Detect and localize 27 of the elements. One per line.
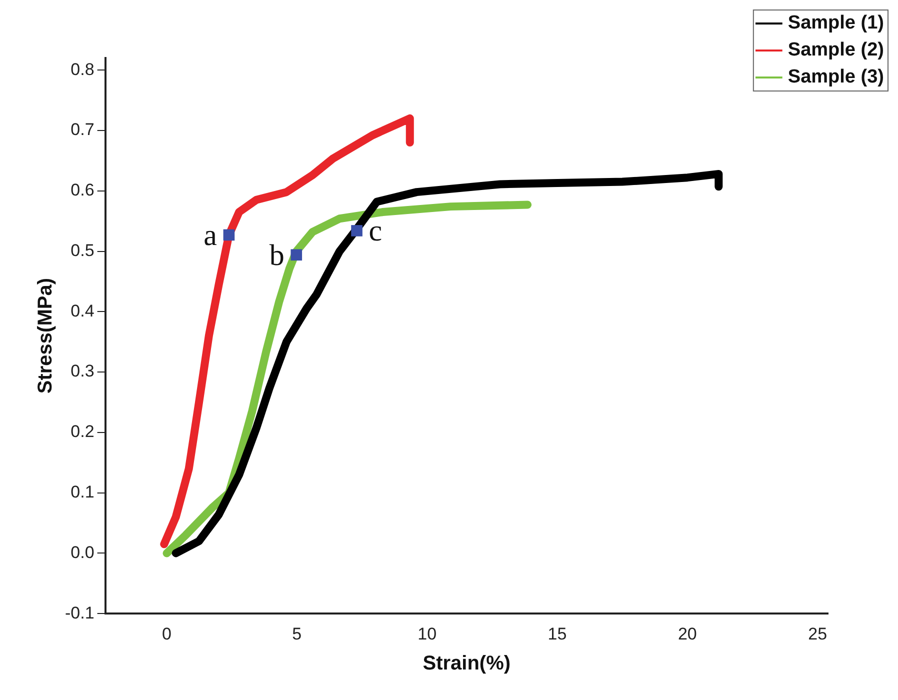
x-tick-label: 15 [548, 624, 567, 644]
annotation: b [269, 238, 284, 272]
y-tick-label: 0.4 [70, 301, 94, 320]
x-tick-label: 5 [292, 624, 302, 644]
x-tick-label: 20 [678, 624, 697, 644]
y-tick-label: -0.1 [64, 603, 94, 622]
y-tick-label: 0.1 [70, 482, 94, 502]
point [290, 249, 302, 261]
y-axis-title: Stress(MPa) [34, 278, 57, 394]
y-tick-label: 0.3 [70, 362, 94, 381]
annotation: c [368, 214, 382, 248]
y-tick-label: 0.7 [70, 120, 94, 140]
legend-label: Sample (2) [788, 40, 884, 61]
y-tick-label: 0.5 [70, 240, 94, 260]
annotation: a [204, 218, 217, 252]
legend-label: Sample (3) [788, 66, 884, 88]
point [223, 229, 235, 241]
y-tick-label: 0.6 [70, 180, 94, 200]
y-tick-label: 0.2 [70, 422, 94, 442]
x-tick-label: 10 [418, 624, 437, 644]
y-tick-label: 0.0 [70, 542, 94, 562]
x-tick-label: 25 [808, 624, 828, 644]
x-tick-label: 0 [162, 624, 172, 644]
legend-label: Sample (1) [788, 12, 884, 34]
y-tick-label: 0.8 [70, 60, 94, 79]
point [351, 225, 362, 236]
x-axis-title: Strain(%) [422, 652, 511, 675]
